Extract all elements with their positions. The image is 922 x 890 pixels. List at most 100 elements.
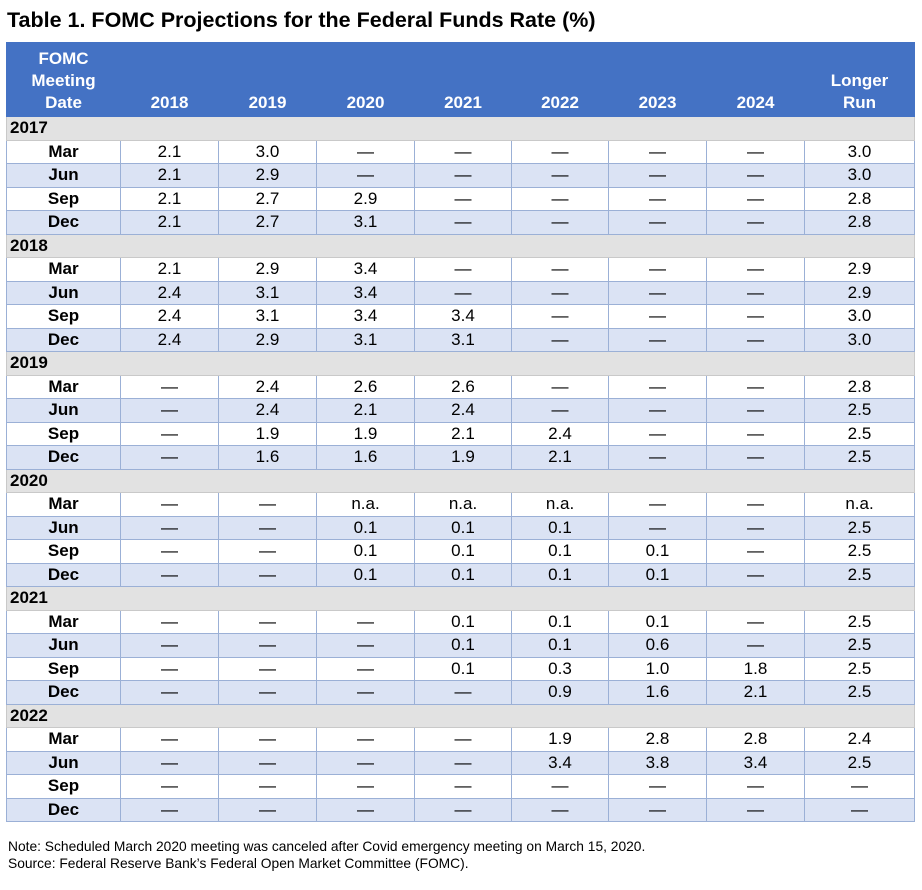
table-row: Jun 2.1 2.9— — — — —3.0 [6, 163, 915, 188]
projection-value: — [120, 797, 219, 822]
meeting-month: Dec [6, 327, 121, 352]
projection-value: 2.1 [120, 163, 219, 188]
note-text: Note: Scheduled March 2020 meeting was c… [8, 839, 646, 854]
projection-value: 0.1 [608, 539, 707, 564]
projection-value: — [120, 492, 219, 517]
projection-value: 1.9 [316, 421, 415, 446]
projection-value: 3.1 [414, 327, 512, 352]
projection-value: 3.1 [316, 210, 415, 235]
table-row: Dec — — — —0.9 1.6 2.1 2.5 [6, 680, 915, 705]
projection-value: 1.9 [511, 727, 609, 752]
projection-value: 2.1 [120, 139, 219, 164]
longer-run-value: 3.0 [804, 327, 915, 352]
projection-value: 0.1 [414, 515, 512, 540]
projection-value: 3.4 [316, 257, 415, 282]
meeting-month: Dec [6, 797, 121, 822]
longer-run-value: 2.5 [804, 680, 915, 705]
longer-run-value: 2.5 [804, 421, 915, 446]
fomc-projections-table: FOMC Meeting Date 2018 2019 2020 2021 20… [6, 42, 915, 822]
projection-value: — [218, 774, 317, 799]
longer-run-value: 2.5 [804, 562, 915, 587]
projection-value: — [706, 139, 805, 164]
projection-value: — [316, 656, 415, 681]
meeting-month: Mar [6, 609, 121, 634]
table-row: Jun 2.4 3.1 3.4— — — —2.9 [6, 280, 915, 305]
projection-value: 2.1 [316, 398, 415, 423]
projection-value: 0.1 [608, 609, 707, 634]
longer-run-value: 2.5 [804, 633, 915, 658]
projection-value: — [414, 680, 512, 705]
projection-value: — [706, 492, 805, 517]
projection-value: — [511, 210, 609, 235]
projection-value: 2.4 [511, 421, 609, 446]
projection-value: 1.6 [316, 445, 415, 470]
table-row: Mar 2.1 2.9 3.4— — — —2.9 [6, 257, 915, 282]
table-row: Sep 2.1 2.7 2.9— — — —2.8 [6, 186, 915, 211]
projection-value: — [608, 797, 707, 822]
projection-value: 2.1 [120, 186, 219, 211]
projection-value: 2.7 [218, 186, 317, 211]
longer-run-value: 2.8 [804, 374, 915, 399]
projection-value: — [706, 327, 805, 352]
projection-value: — [511, 774, 609, 799]
projection-value: — [120, 727, 219, 752]
projection-value: — [120, 750, 219, 775]
projection-value: — [608, 210, 707, 235]
header-year: 2022 [511, 42, 609, 117]
table-row: Mar — — —0.1 0.1 0.1—2.5 [6, 609, 915, 634]
projection-value: — [218, 633, 317, 658]
table-row: Sep — — — — — — — — [6, 774, 915, 799]
year-label: 2018 [6, 233, 915, 258]
table-row: Sep — —0.1 0.1 0.1 0.1—2.5 [6, 539, 915, 564]
projection-value: 2.4 [120, 327, 219, 352]
longer-run-value: n.a. [804, 492, 915, 517]
projection-value: 0.1 [608, 562, 707, 587]
meeting-month: Dec [6, 445, 121, 470]
projection-value: — [608, 139, 707, 164]
header-meeting-date: FOMC Meeting Date [6, 42, 121, 117]
projection-value: 1.0 [608, 656, 707, 681]
table-title: Table 1. FOMC Projections for the Federa… [7, 8, 596, 32]
projection-value: — [511, 186, 609, 211]
projection-value: — [120, 680, 219, 705]
projection-value: — [316, 797, 415, 822]
projection-value: — [706, 539, 805, 564]
projection-value: — [414, 186, 512, 211]
projection-value: 2.1 [120, 210, 219, 235]
header-date-line: Date [45, 93, 82, 112]
projection-value: 2.9 [218, 327, 317, 352]
table-row: Dec — — — — — — — — [6, 797, 915, 822]
meeting-month: Mar [6, 374, 121, 399]
projection-value: 2.4 [414, 398, 512, 423]
projection-value: — [608, 257, 707, 282]
projection-value: 3.4 [316, 280, 415, 305]
projection-value: 2.4 [120, 304, 219, 329]
projection-value: 0.1 [414, 609, 512, 634]
table-body: 2017 Mar 2.1 3.0— — — — —3.0 Jun 2.1 2.9— — — — —3.0 Se… [6, 116, 915, 822]
projection-value: — [316, 750, 415, 775]
longer-run-value: — [804, 774, 915, 799]
source-text: Source: Federal Reserve Bank’s Federal O… [8, 856, 469, 871]
projection-value: — [511, 398, 609, 423]
projection-value: — [706, 515, 805, 540]
projection-value: — [414, 280, 512, 305]
year-label: 2020 [6, 468, 915, 493]
meeting-month: Mar [6, 727, 121, 752]
projection-value: 2.1 [511, 445, 609, 470]
projection-value: — [706, 374, 805, 399]
projection-value: 0.1 [316, 539, 415, 564]
meeting-month: Sep [6, 421, 121, 446]
meeting-month: Mar [6, 492, 121, 517]
projection-value: — [608, 398, 707, 423]
projection-value: — [706, 633, 805, 658]
projection-value: 1.8 [706, 656, 805, 681]
projection-value: 0.1 [511, 562, 609, 587]
header-year: 2024 [706, 42, 805, 117]
projection-value: — [511, 257, 609, 282]
table-row: Sep —1.9 1.9 2.1 2.4— —2.5 [6, 421, 915, 446]
projection-value: 2.4 [120, 280, 219, 305]
year-group-row: 2019 [6, 351, 915, 376]
projection-value: 0.1 [511, 609, 609, 634]
projection-value: — [218, 680, 317, 705]
projection-value: 2.6 [316, 374, 415, 399]
